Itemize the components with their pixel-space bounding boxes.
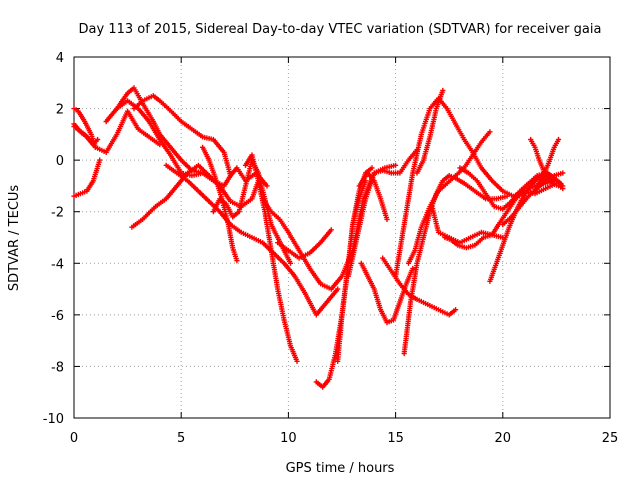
y-tick-label: 2 xyxy=(56,103,64,118)
series-markers xyxy=(260,162,399,292)
data-series xyxy=(414,87,446,176)
data-series xyxy=(71,157,103,199)
data-series xyxy=(356,170,390,222)
series-markers xyxy=(538,170,564,186)
chart-title: Day 113 of 2015, Sidereal Day-to-day VTE… xyxy=(79,22,602,37)
series-markers xyxy=(405,129,493,266)
data-series xyxy=(163,162,341,318)
data-series xyxy=(242,152,300,364)
data-series xyxy=(405,129,493,266)
data-series xyxy=(345,147,420,279)
x-tick-label: 20 xyxy=(495,431,512,446)
series-markers xyxy=(275,227,334,261)
y-tick-label: -8 xyxy=(51,360,64,375)
x-tick-label: 25 xyxy=(602,431,619,446)
data-series xyxy=(131,93,234,179)
data-series xyxy=(71,106,98,150)
data-series xyxy=(538,170,564,186)
series-markers xyxy=(401,173,510,357)
y-tick-label: -10 xyxy=(43,412,64,427)
data-series xyxy=(532,136,562,194)
data-series xyxy=(260,162,399,292)
data-series xyxy=(429,204,506,246)
y-tick-label: 0 xyxy=(56,154,64,169)
data-series xyxy=(393,95,559,279)
y-tick-label: -4 xyxy=(51,257,64,272)
x-tick-label: 10 xyxy=(280,431,297,446)
plot-frame xyxy=(73,56,611,419)
y-axis-label: SDTVAR / TECUs xyxy=(7,185,22,292)
plot-area xyxy=(71,85,566,390)
series-markers xyxy=(129,162,261,230)
series-markers xyxy=(345,147,420,279)
series-markers xyxy=(71,108,163,155)
x-tick-label: 15 xyxy=(387,431,404,446)
series-markers xyxy=(358,260,416,326)
axes: 0 5 10 15 20 25 -10 -8 -6 -4 -2 0 2 4 xyxy=(43,51,619,446)
data-series xyxy=(71,108,163,155)
x-tick-label: 5 xyxy=(177,431,185,446)
series-markers xyxy=(200,144,240,264)
series-markers xyxy=(131,93,234,179)
series-markers xyxy=(414,87,446,176)
x-axis-label: GPS time / hours xyxy=(286,461,395,476)
series-markers xyxy=(356,170,390,222)
series-markers xyxy=(71,157,103,199)
x-tick-label: 0 xyxy=(70,431,78,446)
series-markers xyxy=(242,152,300,364)
series-track xyxy=(381,257,457,316)
series-markers xyxy=(393,95,559,279)
y-tick-label: 4 xyxy=(56,51,64,66)
y-tick-label: -6 xyxy=(51,309,64,324)
data-series xyxy=(401,173,510,357)
y-tick-label: -2 xyxy=(51,206,64,221)
series-markers xyxy=(429,204,506,246)
series-markers xyxy=(532,136,562,194)
grid-lines xyxy=(74,57,610,418)
data-series xyxy=(275,227,334,261)
data-series xyxy=(200,144,240,264)
series-markers xyxy=(163,162,341,318)
